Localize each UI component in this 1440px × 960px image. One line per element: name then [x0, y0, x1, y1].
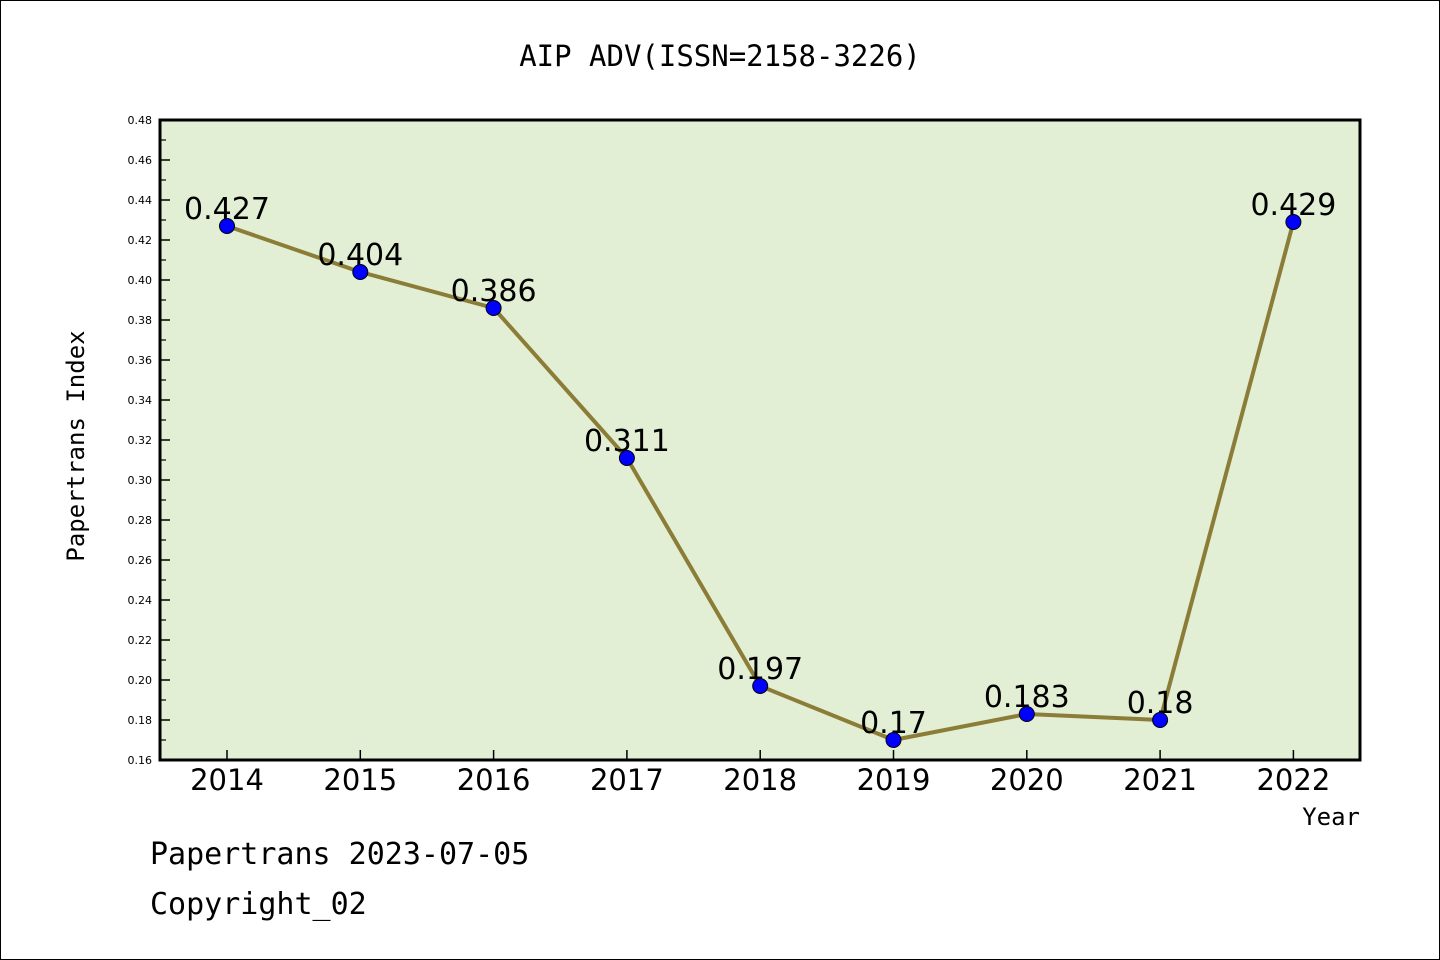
data-label: 0.17 [860, 706, 927, 741]
y-tick-label: 0.36 [128, 354, 153, 367]
x-tick-label: 2017 [590, 763, 664, 797]
data-label: 0.18 [1127, 686, 1194, 721]
x-tick-label: 2020 [990, 763, 1064, 797]
y-tick-label: 0.28 [128, 514, 153, 527]
data-point [618, 450, 635, 466]
data-point [1285, 214, 1302, 230]
data-point [485, 300, 502, 316]
x-tick-label: 2015 [323, 763, 397, 797]
series-index [219, 214, 1302, 748]
data-label: 0.429 [1250, 188, 1336, 223]
x-axis-ticks: 2014 2015 2016 2017 2018 2019 2020 2021 2022 [190, 750, 1330, 797]
data-label: 0.197 [717, 652, 803, 687]
x-tick-label: 2018 [723, 763, 797, 797]
y-tick-label: 0.26 [128, 554, 153, 567]
data-label: 0.183 [984, 680, 1070, 715]
y-tick-label: 0.22 [128, 634, 153, 647]
data-point [885, 732, 902, 748]
data-point [752, 678, 769, 694]
y-tick-label: 0.16 [128, 754, 153, 767]
data-point [219, 218, 235, 234]
y-tick-label: 0.34 [128, 394, 153, 407]
y-tick-label: 0.40 [128, 274, 153, 287]
data-label: 0.404 [317, 238, 403, 273]
plot-area [158, 118, 1362, 762]
x-tick-label: 2016 [457, 763, 531, 797]
data-label: 0.427 [184, 192, 270, 227]
y-tick-label: 0.30 [128, 474, 153, 487]
y-tick-label: 0.20 [128, 674, 153, 687]
y-axis-ticks: 0.16 0.18 0.20 0.22 0.24 0.26 0.28 0.30 0.32 0.34… [128, 114, 170, 767]
y-tick-label: 0.42 [128, 234, 153, 247]
data-point [1018, 706, 1035, 722]
data-labels: 0.427 0.404 0.386 0.311 0.197 0.17 0.183 0.18 0.… [184, 188, 1336, 741]
x-tick-label: 2021 [1123, 763, 1197, 797]
y-tick-label: 0.32 [128, 434, 153, 447]
x-tick-label: 2014 [190, 763, 264, 797]
data-label: 0.386 [451, 274, 537, 309]
y-tick-label: 0.38 [128, 314, 153, 327]
y-tick-label: 0.18 [128, 714, 153, 727]
x-axis-label: Year [1302, 803, 1360, 831]
x-tick-label: 2022 [1256, 763, 1330, 797]
y-tick-label: 0.46 [128, 154, 153, 167]
y-tick-label: 0.44 [128, 194, 153, 207]
x-tick-label: 2019 [857, 763, 931, 797]
data-label: 0.311 [584, 424, 670, 459]
data-point [1152, 712, 1169, 728]
chart-title: AIP ADV(ISSN=2158-3226) [519, 39, 921, 73]
y-axis-label: Papertrans Index [62, 330, 90, 561]
data-point [352, 264, 369, 280]
footer-date: Papertrans 2023-07-05 [150, 837, 529, 872]
footer-copyright: Copyright_02 [150, 887, 367, 922]
y-tick-label: 0.48 [128, 114, 153, 127]
y-tick-label: 0.24 [128, 594, 153, 607]
